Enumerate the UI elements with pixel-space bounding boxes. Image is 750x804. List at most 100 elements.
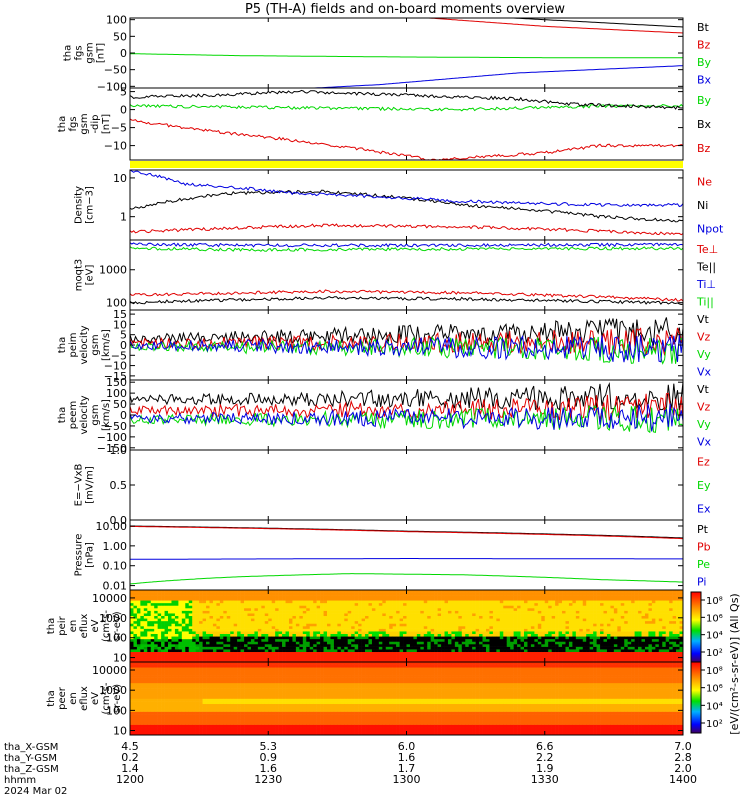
spectrogram-cell	[604, 621, 608, 624]
spectrogram-cell	[489, 598, 493, 601]
spectrogram-cell	[154, 647, 158, 650]
spectrogram-cell	[296, 623, 300, 626]
spectrogram-cell	[628, 657, 632, 660]
spectrogram-cell	[434, 649, 438, 652]
spectrogram-cell	[348, 595, 352, 598]
spectrogram-cell	[410, 649, 414, 652]
spectrogram-cell	[565, 608, 569, 611]
spectrogram-cell	[624, 598, 628, 601]
spectrogram-cell	[400, 652, 404, 655]
spectrogram-cell	[500, 600, 504, 603]
spectrogram-cell	[559, 621, 563, 624]
spectrogram-cell	[289, 626, 293, 629]
spectrogram-cell	[534, 623, 538, 626]
spectrogram-cell	[292, 611, 296, 614]
spectrogram-cell	[261, 616, 265, 619]
spectrogram-cell	[600, 616, 604, 619]
spectrogram-cell	[182, 603, 186, 606]
spectrogram-cell	[306, 616, 310, 619]
spectrogram-cell	[410, 631, 414, 634]
spectrogram-cell	[382, 639, 386, 642]
spectrogram-cell	[185, 631, 189, 634]
spectrogram-cell	[368, 634, 372, 637]
spectrogram-cell	[275, 616, 279, 619]
spectrogram-cell	[673, 616, 677, 619]
spectrogram-cell	[631, 595, 635, 598]
spectrogram-cell	[344, 616, 348, 619]
spectrogram-cell	[330, 595, 334, 598]
spectrogram-cell	[389, 621, 393, 624]
spectrogram-cell	[617, 636, 621, 639]
spectrogram-cell	[483, 631, 487, 634]
spectrogram-cell	[607, 657, 611, 660]
spectrogram-cell	[590, 639, 594, 642]
spectrogram-cell	[531, 613, 535, 616]
spectrogram-cell	[151, 641, 155, 644]
spectrogram-cell	[417, 616, 421, 619]
spectrogram-cell	[213, 598, 217, 601]
spectrogram-cell	[389, 636, 393, 639]
spectrogram-cell	[306, 595, 310, 598]
spectrogram-cell	[569, 649, 573, 652]
spectrogram-cell	[673, 636, 677, 639]
spectrogram-cell	[389, 647, 393, 650]
spectrogram-cell	[324, 639, 328, 642]
y-tick-label: 0	[120, 47, 127, 60]
spectrogram-cell	[386, 649, 390, 652]
spectrogram-cell	[230, 652, 234, 655]
spectrogram-cell	[572, 595, 576, 598]
spectrogram-cell	[272, 605, 276, 608]
spectrogram-cell	[379, 647, 383, 650]
spectrogram-cell	[206, 608, 210, 611]
spectrogram-cell	[455, 611, 459, 614]
spectrogram-cell	[586, 618, 590, 621]
spectrogram-cell	[431, 641, 435, 644]
spectrogram-cell	[261, 593, 265, 596]
spectrogram-cell	[496, 603, 500, 606]
spectrogram-cell	[455, 657, 459, 660]
spectrogram-cell	[527, 616, 531, 619]
spectrogram-cell	[472, 613, 476, 616]
spectrogram-cell	[534, 644, 538, 647]
spectrogram-cell	[324, 603, 328, 606]
spectrogram-cell	[230, 598, 234, 601]
spectrogram-cell	[140, 683, 144, 686]
spectrogram-cell	[258, 654, 262, 657]
spectrogram-cell	[216, 613, 220, 616]
spectrogram-cell	[368, 631, 372, 634]
spectrogram-cell	[382, 611, 386, 614]
spectrogram-cell	[358, 626, 362, 629]
spectrogram-cell	[458, 626, 462, 629]
spectrogram-cell	[133, 719, 137, 722]
spectrogram-cell	[375, 639, 379, 642]
spectrogram-cell	[275, 595, 279, 598]
spectrogram-cell	[362, 641, 366, 644]
spectrogram-cell	[382, 634, 386, 637]
spectrogram-cell	[493, 647, 497, 650]
spectrogram-cell	[500, 593, 504, 596]
spectrogram-cell	[175, 644, 179, 647]
spectrogram-cell	[555, 654, 559, 657]
spectrogram-cell	[358, 611, 362, 614]
spectrogram-cell	[144, 608, 148, 611]
spectrogram-cell	[144, 652, 148, 655]
spectrogram-cell	[144, 699, 148, 702]
spectrogram-cell	[510, 608, 514, 611]
spectrogram-cell	[655, 644, 659, 647]
spectrogram-cell	[206, 636, 210, 639]
spectrogram-cell	[185, 647, 189, 650]
spectrogram-cell	[386, 639, 390, 642]
spectrogram-cell	[237, 600, 241, 603]
spectrogram-cell	[614, 652, 618, 655]
spectrogram-cell	[158, 595, 162, 598]
spectrogram-cell	[586, 644, 590, 647]
spectrogram-cell	[171, 605, 175, 608]
spectrogram-cell	[296, 621, 300, 624]
spectrogram-cell	[192, 611, 196, 614]
spectrogram-cell	[545, 621, 549, 624]
spectrogram-cell	[358, 631, 362, 634]
spectrogram-cell	[479, 641, 483, 644]
spectrogram-cell	[635, 631, 639, 634]
spectrogram-cell	[151, 672, 155, 675]
spectrogram-cell	[165, 631, 169, 634]
